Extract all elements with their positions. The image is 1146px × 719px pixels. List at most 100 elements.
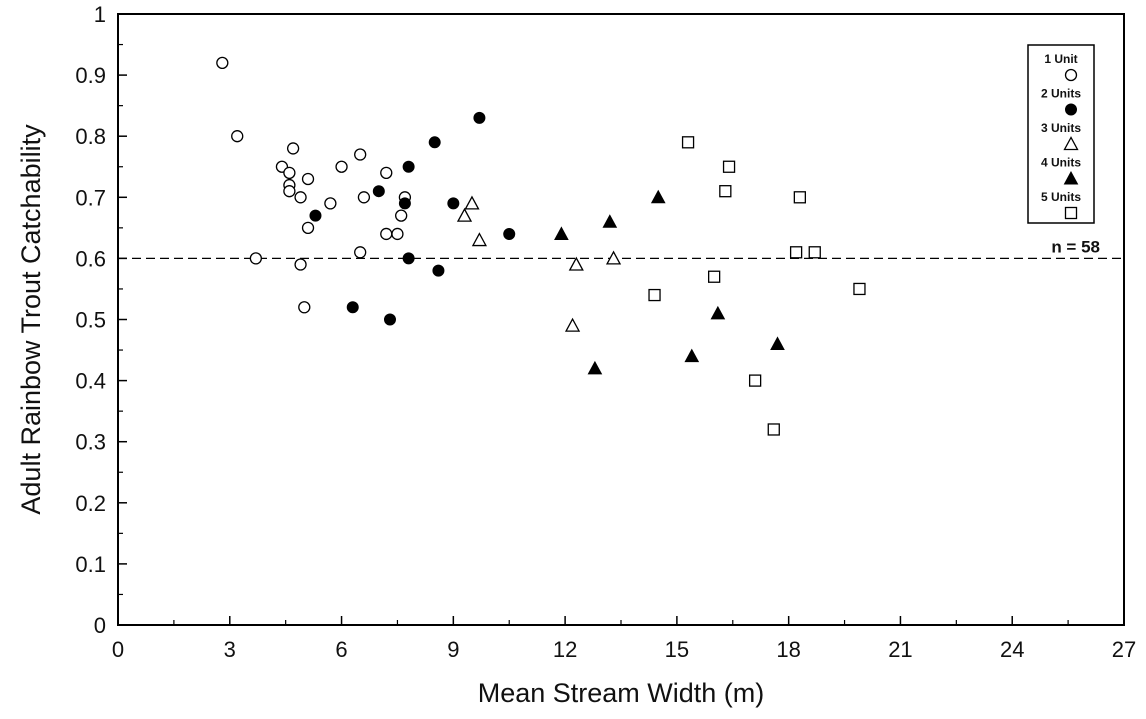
data-point (216, 56, 229, 70)
x-axis-title: Mean Stream Width (m) (478, 678, 765, 708)
data-point (249, 252, 263, 265)
data-points (216, 56, 866, 436)
data-point (402, 160, 415, 173)
data-point (335, 160, 348, 173)
data-point (464, 195, 480, 210)
data-point (372, 185, 385, 198)
legend-marker (1065, 103, 1077, 116)
data-point (503, 227, 516, 240)
reference-line-label: n = 58 (1051, 237, 1100, 256)
x-tick-label: 0 (112, 637, 124, 662)
series-4 (554, 189, 785, 375)
data-point (231, 130, 244, 143)
data-point (309, 209, 322, 222)
data-point (447, 197, 460, 210)
legend-marker (1063, 136, 1079, 151)
legend-marker (1064, 206, 1078, 220)
data-point (722, 160, 736, 173)
data-point (473, 111, 486, 124)
data-point (357, 191, 371, 204)
x-tick-label: 9 (447, 637, 459, 662)
y-tick-label: 1 (94, 2, 106, 27)
x-tick-label: 27 (1112, 637, 1136, 662)
y-tick-label: 0.6 (75, 246, 106, 271)
data-point (605, 250, 622, 265)
axes (117, 13, 1125, 626)
data-point (383, 313, 396, 326)
data-point (354, 246, 367, 259)
series-5 (648, 136, 866, 436)
x-tick-label: 12 (553, 637, 577, 662)
y-tick-label: 0.8 (75, 124, 106, 149)
data-point (402, 252, 415, 265)
data-point (648, 288, 661, 302)
data-point (283, 166, 296, 180)
data-point (432, 264, 445, 277)
series-2 (309, 111, 516, 326)
data-point (380, 227, 393, 241)
data-point (354, 148, 367, 161)
data-point (681, 136, 695, 149)
data-point (456, 207, 473, 222)
data-point (853, 282, 866, 296)
data-point (770, 336, 785, 350)
y-tick-label: 0.1 (75, 552, 106, 577)
x-tick-label: 21 (888, 637, 912, 662)
x-axis-ticks: 0 3 6 9 12 15 18 21 24 27 (112, 616, 1136, 662)
data-point (587, 360, 603, 375)
x-tick-label: 3 (224, 637, 236, 662)
data-point (767, 423, 780, 436)
data-point (808, 246, 821, 259)
data-point (602, 214, 618, 228)
series-1 (216, 56, 412, 314)
data-point (554, 226, 569, 240)
x-tick-label: 6 (335, 637, 347, 662)
data-point (650, 189, 666, 204)
data-point (395, 209, 408, 222)
data-point (710, 305, 726, 320)
data-point (298, 301, 311, 314)
data-point (471, 232, 488, 247)
legend-box (1027, 44, 1095, 224)
data-point (286, 142, 300, 155)
legend-label: 4 Units (1041, 156, 1081, 170)
y-axis-title: Adult Rainbow Trout Catchability (16, 124, 46, 515)
data-point (719, 185, 732, 198)
data-point (294, 191, 307, 204)
legend-label: 5 Units (1041, 190, 1081, 204)
y-tick-label: 0 (94, 613, 106, 638)
legend-label: 3 Units (1041, 121, 1081, 135)
legend: 1 Unit 2 Units 3 Units 4 Units 5 Units (1027, 44, 1095, 224)
y-axis-ticks: 0 0.1 0.2 0.3 0.4 0.5 0.6 0.7 0.8 0.9 1 (75, 2, 127, 638)
data-point (380, 166, 393, 180)
data-point (346, 301, 359, 314)
data-point (294, 258, 307, 271)
legend-marker (1064, 68, 1078, 82)
data-point (428, 136, 441, 149)
data-point (324, 197, 337, 210)
data-point (301, 221, 315, 235)
legend-label: 1 Unit (1044, 52, 1077, 66)
data-point (748, 374, 762, 387)
data-point (568, 256, 584, 271)
y-tick-label: 0.7 (75, 185, 106, 210)
y-tick-label: 0.9 (75, 63, 106, 88)
data-point (684, 348, 700, 363)
legend-label: 2 Units (1041, 87, 1081, 101)
y-tick-label: 0.5 (75, 308, 106, 333)
y-tick-label: 0.3 (75, 430, 106, 455)
x-tick-label: 24 (1000, 637, 1024, 662)
legend-marker (1063, 170, 1079, 185)
data-point (789, 246, 803, 259)
data-point (707, 270, 721, 283)
data-point (564, 317, 581, 332)
y-tick-label: 0.4 (75, 369, 106, 394)
y-tick-label: 0.2 (75, 491, 106, 516)
data-point (391, 227, 404, 241)
data-point (283, 185, 296, 198)
data-point (398, 197, 411, 210)
data-point (793, 191, 806, 204)
series-3 (456, 195, 622, 332)
data-point (301, 172, 315, 186)
